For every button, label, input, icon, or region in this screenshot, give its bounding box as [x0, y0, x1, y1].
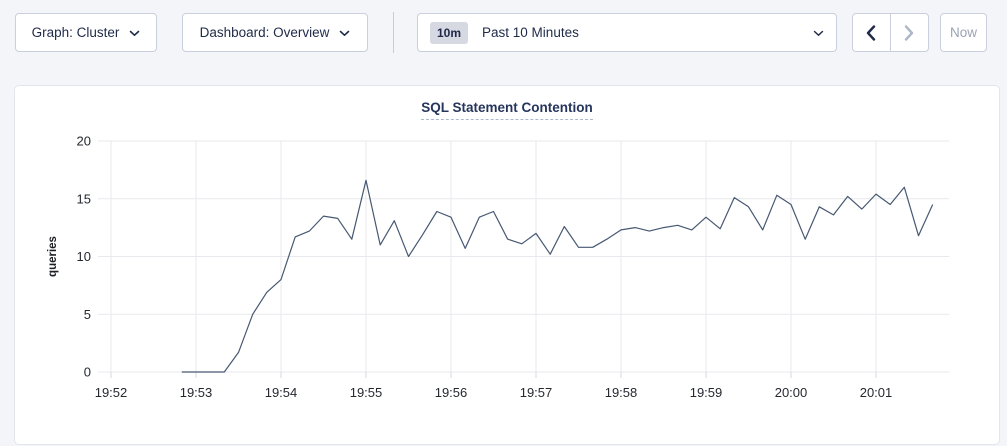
- dashboard-dropdown[interactable]: Dashboard: Overview: [182, 13, 368, 52]
- x-tick-label: 19:55: [350, 385, 383, 400]
- chevron-down-icon: [129, 25, 140, 40]
- y-tick-label: 0: [84, 365, 91, 380]
- y-tick-label: 15: [77, 191, 91, 206]
- y-axis-title: queries: [47, 236, 59, 277]
- dashboard-label: Dashboard: Overview: [199, 25, 330, 40]
- chart-card: SQL Statement Contention 0 5 10 15 20 19:52 19…: [14, 85, 1000, 445]
- time-range-dropdown[interactable]: 10m Past 10 Minutes: [417, 13, 837, 52]
- x-tick-label: 19:56: [435, 385, 468, 400]
- x-tick-label: 19:59: [690, 385, 723, 400]
- y-tick-label: 20: [77, 134, 91, 149]
- x-tick-label: 19:54: [265, 385, 298, 400]
- graph-scope-dropdown[interactable]: Graph: Cluster: [15, 13, 157, 52]
- now-button[interactable]: Now: [940, 13, 987, 52]
- x-tick-label: 20:01: [860, 385, 893, 400]
- y-tick-label: 10: [77, 249, 91, 264]
- chevron-down-icon: [813, 25, 824, 40]
- time-shift-buttons: [852, 13, 929, 52]
- graph-scope-label: Graph: Cluster: [31, 25, 120, 40]
- x-tick-label: 19:58: [605, 385, 638, 400]
- chevron-right-icon: [905, 24, 914, 41]
- y-tick-label: 5: [84, 307, 91, 322]
- x-tick-label: 19:52: [95, 385, 128, 400]
- shift-forward-button[interactable]: [891, 14, 929, 51]
- shift-back-button[interactable]: [853, 14, 891, 51]
- x-tick-label: 19:53: [180, 385, 213, 400]
- chart-title[interactable]: SQL Statement Contention: [421, 100, 593, 120]
- time-range-label: Past 10 Minutes: [482, 25, 579, 40]
- time-range-badge: 10m: [430, 21, 469, 44]
- metrics-page: Graph: Cluster Dashboard: Overview 10m P…: [14, 12, 1000, 445]
- chart-title-wrap: SQL Statement Contention: [15, 99, 999, 120]
- x-tick-label: 20:00: [775, 385, 808, 400]
- chevron-down-icon: [339, 25, 350, 40]
- now-button-label: Now: [949, 25, 977, 40]
- contention-chart: 0 5 10 15 20 19:52 19:53 19:54 19:55 19:56 19:57 19…: [47, 134, 949, 400]
- toolbar-divider: [393, 12, 394, 53]
- chevron-left-icon: [867, 24, 876, 41]
- chart-line-queries[interactable]: [181, 179, 934, 373]
- x-tick-label: 19:57: [520, 385, 553, 400]
